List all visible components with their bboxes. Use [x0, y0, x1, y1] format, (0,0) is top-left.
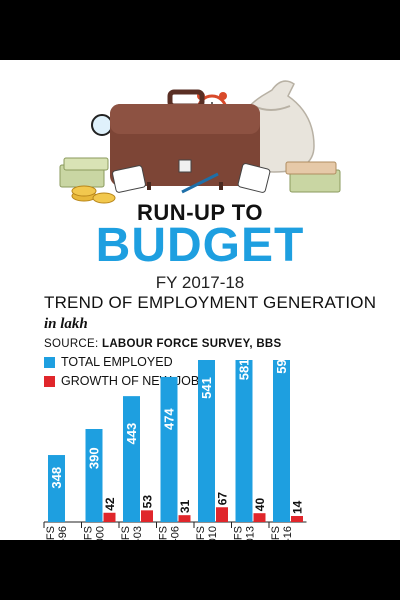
bar-growth-of-new-jobs: [291, 516, 303, 522]
coins-icon: [71, 185, 116, 204]
fiscal-year: FY 2017-18: [155, 273, 245, 292]
chart-title: TREND OF EMPLOYMENT GENERATION: [44, 293, 377, 312]
x-tick-label-survey: LFS: [270, 526, 282, 540]
source-label: SOURCE:: [44, 338, 99, 350]
x-tick-label-survey: LFS: [158, 526, 170, 540]
data-label-total-employed: 443: [124, 423, 139, 445]
data-label-growth-of-new-jobs: 42: [103, 497, 117, 511]
chart-unit: in lakh: [44, 316, 88, 332]
bar-total-employed: [123, 396, 140, 522]
legend-swatch-growth-of-new-jobs: [44, 375, 55, 387]
x-tick-label-year: 2010: [207, 526, 219, 540]
data-label-total-employed: 541: [199, 377, 214, 399]
data-label-growth-of-new-jobs: 40: [253, 498, 267, 512]
x-tick-label-year: 2002-03: [132, 526, 144, 540]
bar-growth-of-new-jobs: [216, 507, 228, 522]
x-tick-label-year: 1995-96: [57, 526, 69, 540]
bar-total-employed: [198, 360, 215, 522]
budget-title: BUDGET: [95, 219, 305, 272]
infographic-card: RUN-UP TO BUDGET FY 2017-18 TREND OF EMP…: [0, 60, 400, 540]
data-label-total-employed: 474: [162, 408, 177, 430]
x-tick-label-survey: LFS: [233, 526, 245, 540]
legend-swatch-total-employed: [44, 356, 55, 368]
x-tick-label-year: 2005-06: [170, 526, 182, 540]
bar-growth-of-new-jobs: [141, 510, 153, 522]
legend-item-total-employed: TOTAL EMPLOYED: [44, 354, 173, 370]
employment-bar-chart: 348LFS1995-9639042LFS1999-200044353LFS20…: [43, 360, 307, 540]
x-tick-label-survey: LFS: [83, 526, 95, 540]
source-name: LABOUR FORCE SURVEY, BBS: [102, 338, 282, 350]
x-tick-label-year: 1999-2000: [95, 526, 107, 540]
x-tick-label-year: 2013: [245, 526, 257, 540]
kicker-title: RUN-UP TO: [137, 200, 263, 225]
data-label-total-employed: 581: [237, 360, 252, 380]
bar-growth-of-new-jobs: [253, 513, 266, 522]
banknotes-icon: [59, 157, 341, 193]
bar-total-employed: [160, 376, 178, 522]
briefcase-icon: [110, 89, 260, 190]
budget-illustration: [59, 80, 341, 204]
chart-source: SOURCE: LABOUR FORCE SURVEY, BBS: [44, 338, 282, 350]
bar-total-employed: [235, 360, 253, 522]
data-label-growth-of-new-jobs: 14: [291, 500, 305, 514]
pen-icon: [181, 172, 219, 194]
x-tick-label-survey: LFS: [120, 526, 132, 540]
bar-total-employed: [48, 455, 65, 522]
bar-growth-of-new-jobs: [103, 512, 116, 522]
x-tick-label-survey: LFS: [45, 526, 57, 540]
bar-growth-of-new-jobs: [178, 515, 191, 522]
x-tick-label-year: 2015-16: [282, 526, 294, 540]
x-tick-label-survey: LFS: [195, 526, 207, 540]
data-label-total-employed: 595: [274, 360, 289, 374]
data-label-total-employed: 390: [87, 447, 102, 469]
data-label-growth-of-new-jobs: 67: [216, 492, 230, 506]
bar-total-employed: [273, 360, 290, 522]
data-label-growth-of-new-jobs: 31: [178, 500, 192, 514]
data-label-growth-of-new-jobs: 53: [141, 495, 155, 509]
bar-total-employed: [85, 429, 103, 522]
legend-label-total-employed: TOTAL EMPLOYED: [61, 355, 173, 369]
calculator-icon: [112, 163, 271, 193]
data-label-total-employed: 348: [49, 467, 64, 489]
